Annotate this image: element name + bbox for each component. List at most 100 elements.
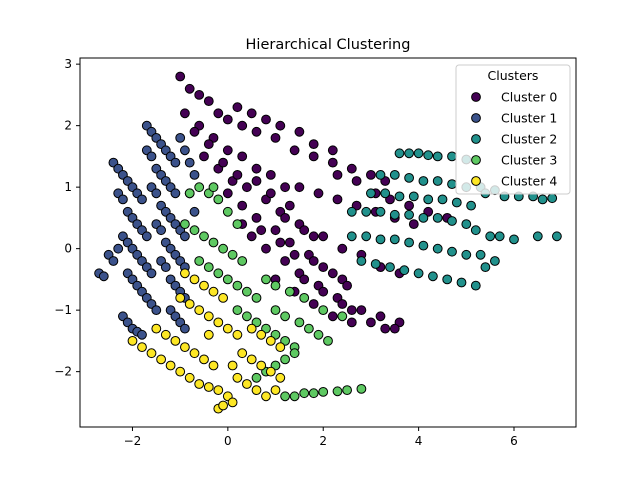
data-point bbox=[294, 182, 305, 193]
data-point bbox=[308, 231, 319, 242]
data-point bbox=[270, 133, 281, 143]
data-point bbox=[413, 268, 424, 279]
data-point bbox=[327, 157, 338, 168]
data-point bbox=[404, 173, 415, 183]
data-point bbox=[318, 286, 329, 297]
data-point bbox=[275, 342, 286, 353]
data-point bbox=[146, 348, 157, 359]
data-point bbox=[280, 391, 291, 402]
data-point bbox=[389, 209, 400, 220]
data-point bbox=[275, 120, 286, 131]
data-point bbox=[175, 133, 186, 143]
data-point bbox=[332, 170, 343, 180]
data-point bbox=[366, 317, 376, 328]
data-point bbox=[208, 360, 219, 371]
data-point bbox=[299, 293, 310, 303]
data-point bbox=[251, 213, 262, 223]
y-axis: −2 −1 0 1 2 3 bbox=[54, 57, 80, 379]
data-point bbox=[332, 386, 343, 397]
data-point bbox=[380, 323, 391, 334]
data-point bbox=[537, 194, 548, 205]
data-point bbox=[232, 329, 243, 340]
data-point bbox=[141, 231, 152, 242]
data-point bbox=[170, 188, 181, 199]
data-point bbox=[270, 280, 281, 291]
data-point bbox=[170, 157, 181, 168]
data-point bbox=[470, 225, 481, 236]
data-point bbox=[332, 194, 343, 205]
data-point bbox=[289, 145, 300, 156]
legend-entry-label: Cluster 2 bbox=[501, 132, 557, 147]
data-point bbox=[189, 348, 200, 359]
data-point bbox=[237, 200, 248, 211]
legend-entry-label: Cluster 0 bbox=[501, 90, 557, 105]
data-point bbox=[156, 225, 167, 236]
data-point bbox=[146, 268, 157, 279]
data-point bbox=[251, 163, 262, 174]
data-point bbox=[351, 176, 362, 186]
data-point bbox=[456, 277, 467, 288]
data-point bbox=[208, 286, 219, 297]
legend-box bbox=[455, 64, 571, 195]
data-point bbox=[304, 323, 314, 334]
data-point bbox=[203, 262, 214, 273]
data-point bbox=[466, 200, 477, 211]
data-point bbox=[461, 219, 472, 230]
data-point bbox=[184, 188, 195, 199]
data-point bbox=[413, 148, 424, 159]
data-point bbox=[280, 182, 291, 193]
data-point bbox=[337, 243, 348, 254]
data-point bbox=[222, 206, 233, 217]
legend-marker bbox=[471, 155, 481, 165]
series-cluster-1 bbox=[94, 120, 200, 340]
data-point bbox=[318, 262, 329, 273]
data-point bbox=[184, 83, 195, 94]
data-point bbox=[189, 170, 200, 180]
data-point bbox=[375, 234, 386, 245]
data-point bbox=[289, 391, 300, 402]
data-point bbox=[242, 182, 252, 193]
data-point bbox=[222, 114, 233, 125]
data-point bbox=[404, 209, 415, 220]
data-point bbox=[447, 216, 457, 226]
data-point bbox=[494, 231, 505, 242]
data-point bbox=[194, 305, 205, 316]
data-point bbox=[375, 170, 386, 180]
data-point bbox=[490, 256, 500, 266]
data-point bbox=[366, 188, 376, 199]
chart-title: Hierarchical Clustering bbox=[246, 37, 411, 53]
data-point bbox=[270, 385, 281, 396]
data-point bbox=[218, 293, 229, 303]
data-point bbox=[389, 170, 400, 180]
y-tick-label: 3 bbox=[64, 57, 72, 71]
data-point bbox=[251, 176, 262, 186]
data-point bbox=[256, 360, 267, 371]
data-point bbox=[470, 280, 481, 291]
data-point bbox=[428, 271, 438, 282]
data-point bbox=[160, 329, 171, 340]
data-point bbox=[370, 259, 381, 269]
x-tick-label: 6 bbox=[510, 434, 518, 448]
data-point bbox=[532, 231, 543, 242]
data-point bbox=[394, 148, 405, 159]
data-point bbox=[346, 231, 357, 242]
data-point bbox=[447, 179, 457, 190]
data-point bbox=[480, 262, 491, 273]
data-point bbox=[432, 176, 443, 186]
data-point bbox=[308, 139, 319, 150]
data-point bbox=[127, 336, 138, 346]
data-point bbox=[394, 191, 405, 202]
data-point bbox=[337, 311, 348, 322]
data-point bbox=[113, 243, 124, 254]
legend: Clusters Cluster 0 Cluster 1 Cluster 2 Clus… bbox=[455, 64, 571, 195]
data-point bbox=[251, 293, 262, 303]
y-tick-label: 0 bbox=[64, 242, 72, 256]
data-point bbox=[475, 249, 486, 260]
data-point bbox=[180, 219, 190, 230]
data-point bbox=[418, 213, 429, 223]
data-point bbox=[323, 336, 333, 346]
data-point bbox=[356, 256, 367, 266]
data-point bbox=[408, 191, 419, 202]
data-point bbox=[180, 145, 190, 156]
data-point bbox=[184, 372, 195, 383]
